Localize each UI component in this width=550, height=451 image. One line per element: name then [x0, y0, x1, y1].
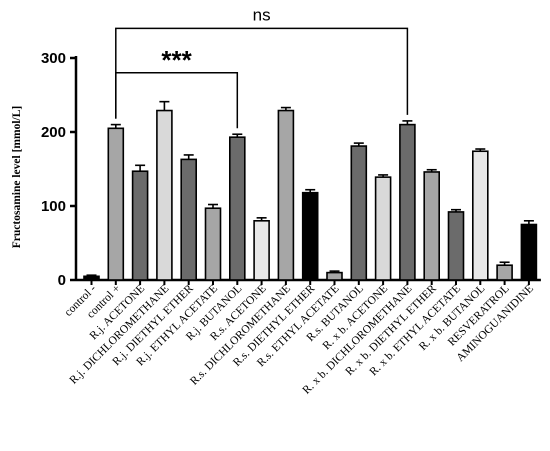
bar — [204, 207, 222, 281]
bar — [326, 271, 343, 281]
bar — [253, 220, 270, 281]
y-axis-label: Fructosamine level [mmol/L] — [11, 106, 23, 248]
bar — [83, 275, 100, 281]
bar — [471, 150, 489, 281]
bar — [156, 109, 173, 281]
bar — [374, 176, 392, 281]
y-tick-label: 0 — [58, 272, 66, 289]
significance-label: ns — [253, 5, 271, 24]
significance-bracket — [115, 72, 239, 129]
bar — [277, 109, 295, 281]
y-tick-label: 200 — [41, 124, 66, 141]
bar — [496, 264, 513, 281]
y-tick-label: 300 — [41, 50, 66, 67]
bar — [423, 171, 441, 281]
significance-annotations: *** ns — [115, 5, 409, 129]
bar — [301, 191, 319, 281]
significance-bracket — [115, 27, 409, 119]
bar — [131, 170, 149, 281]
y-tick-label: 100 — [41, 198, 66, 215]
significance-label: *** — [161, 45, 192, 75]
bar — [399, 123, 416, 281]
bar — [447, 211, 465, 281]
bar — [520, 223, 538, 281]
bar — [107, 127, 125, 281]
bars — [83, 100, 538, 281]
bar — [350, 145, 368, 281]
bar — [180, 158, 197, 281]
bar — [229, 136, 246, 281]
